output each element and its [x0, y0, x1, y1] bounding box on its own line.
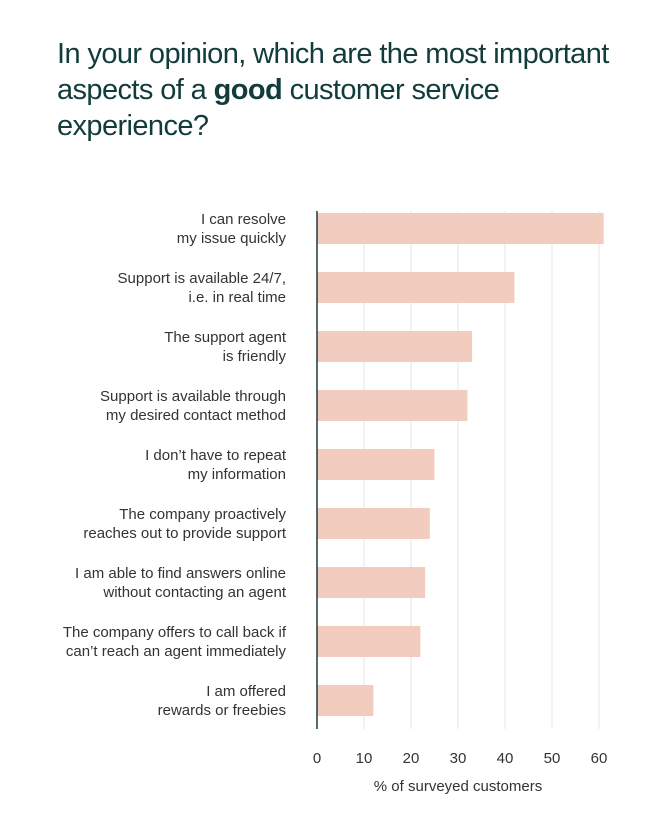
category-label-line: my information [188, 466, 286, 483]
bar-5 [317, 449, 435, 480]
x-tick-label-60: 60 [591, 750, 608, 767]
chart-title: In your opinion, which are the most impo… [57, 36, 617, 144]
x-tick-label-0: 0 [313, 750, 321, 767]
x-tick-label-10: 10 [356, 750, 373, 767]
category-label-4: Support is available through my desired c… [100, 388, 286, 424]
bar-1 [317, 213, 604, 244]
category-label-line: Support is available through [100, 388, 286, 405]
category-label-9: I am offered rewards or freebies [158, 683, 286, 719]
bar-4 [317, 390, 468, 421]
bar-7 [317, 567, 426, 598]
bar-3 [317, 331, 473, 362]
category-label-line: I can resolve [201, 211, 286, 228]
bars [317, 213, 604, 716]
category-labels: I can resolve my issue quickly Support is … [63, 211, 287, 719]
category-label-8: The company offers to call back if can’t … [63, 624, 287, 660]
x-tick-label-50: 50 [544, 750, 561, 767]
category-label-line: I am offered [206, 683, 286, 700]
category-label-line: reaches out to provide support [83, 525, 286, 542]
category-label-line: Support is available 24/7, [118, 270, 286, 287]
bar-6 [317, 508, 430, 539]
category-label-5: I don’t have to repeat my information [145, 447, 287, 483]
title-text-bold: good [213, 74, 283, 106]
category-label-3: The support agent is friendly [164, 329, 287, 365]
category-label-line: my issue quickly [177, 230, 287, 247]
category-label-2: Support is available 24/7, i.e. in real t… [118, 270, 286, 306]
category-label-line: rewards or freebies [158, 702, 286, 719]
title-text-after: customer service experience? [57, 74, 500, 142]
category-label-line: my desired contact method [106, 407, 286, 424]
bar-8 [317, 626, 421, 657]
category-label-line: is friendly [223, 348, 287, 365]
axes: 0 10 20 30 40 50 60 [313, 211, 608, 767]
category-label-7: I am able to find answers online without … [75, 565, 287, 601]
bar-9 [317, 685, 374, 716]
category-label-line: The company proactively [119, 506, 286, 523]
x-axis-title: % of surveyed customers [374, 778, 542, 795]
x-tick-label-20: 20 [403, 750, 420, 767]
category-label-line: I am able to find answers online [75, 565, 286, 582]
category-label-line: can’t reach an agent immediately [66, 643, 287, 660]
category-label-line: i.e. in real time [188, 289, 286, 306]
x-tick-label-40: 40 [497, 750, 514, 767]
category-label-1: I can resolve my issue quickly [177, 211, 287, 247]
category-label-line: without contacting an agent [102, 584, 286, 601]
category-label-line: I don’t have to repeat [145, 447, 287, 464]
category-label-line: The support agent [164, 329, 287, 346]
bar-2 [317, 272, 515, 303]
x-tick-label-30: 30 [450, 750, 467, 767]
title-text-before: In your opinion, which are the most impo… [57, 38, 609, 106]
category-label-6: The company proactively reaches out to pr… [83, 506, 286, 542]
category-label-line: The company offers to call back if [63, 624, 287, 641]
